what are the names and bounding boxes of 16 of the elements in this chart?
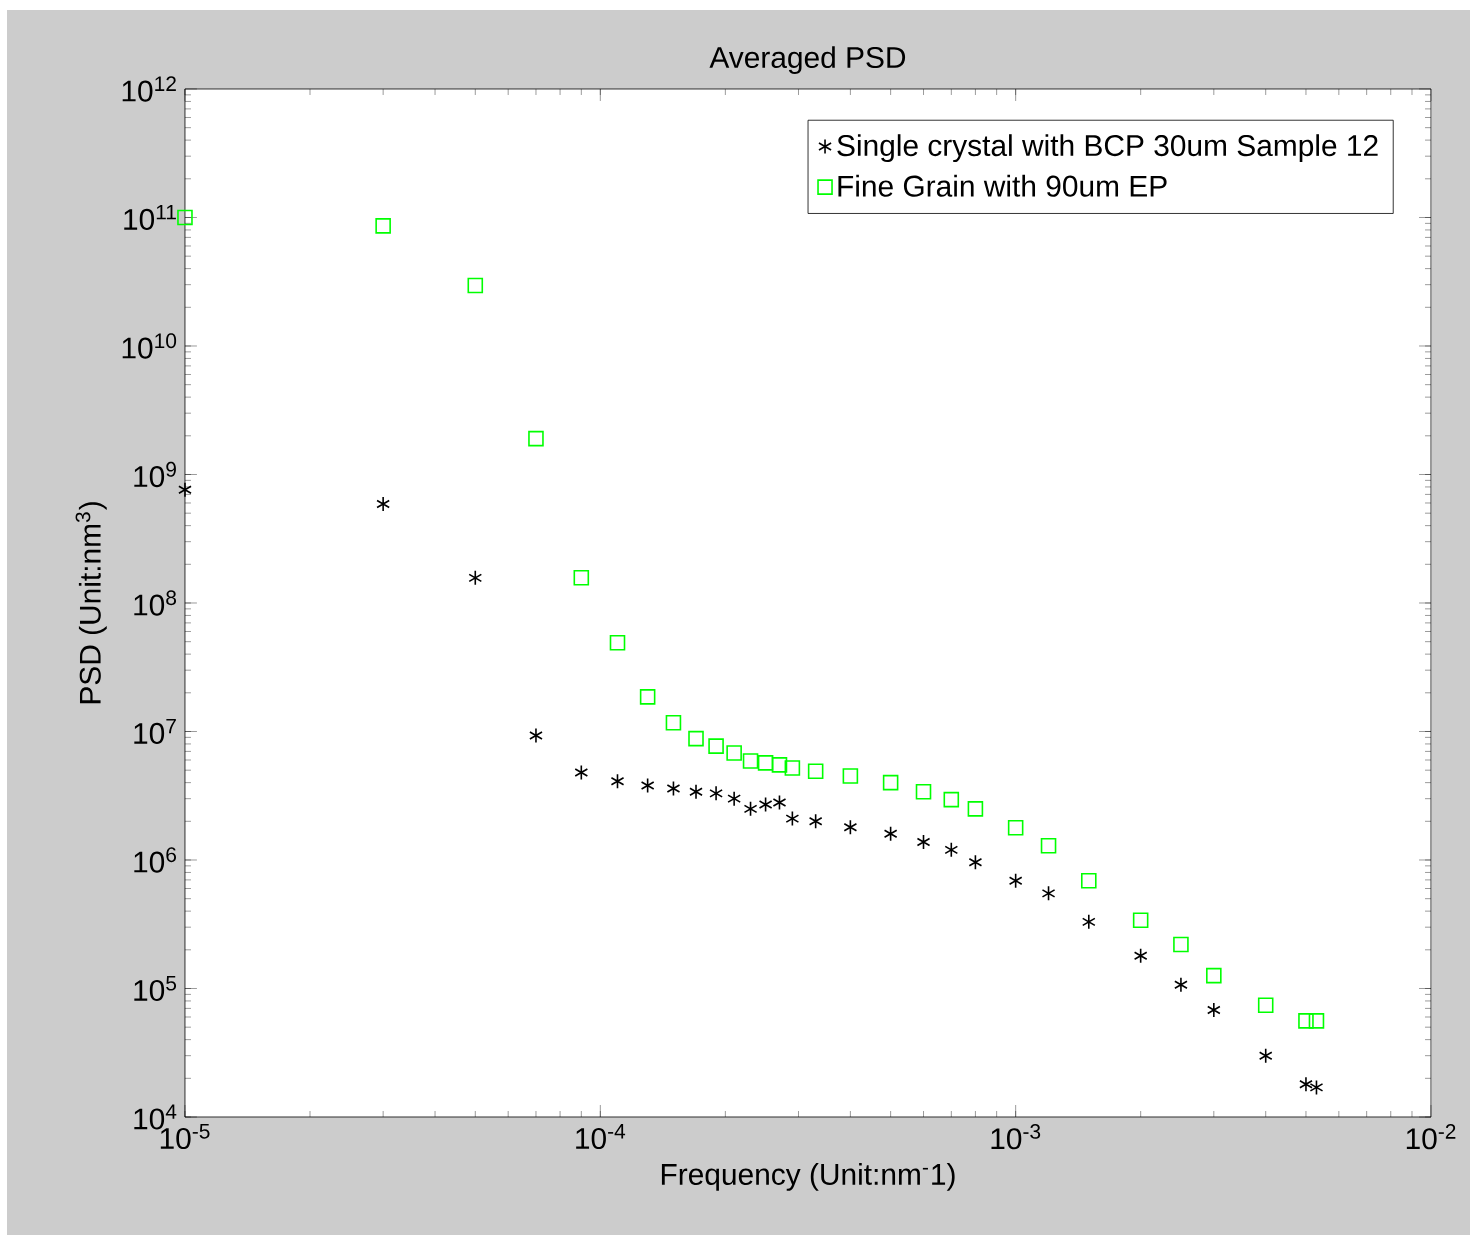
y-tick-label: 10$^{11}$: [124, 204, 176, 231]
legend-label: Fine Grain with 90um EP: [838, 174, 1167, 197]
y-tick-label: 10$^{12}$: [122, 76, 176, 102]
chart-title: Averaged PSD: [709, 46, 906, 74]
x-tick-label: 10$^{-2}$: [1406, 1124, 1456, 1150]
y-tick-label: 10$^{9}$: [134, 461, 176, 488]
y-tick-label: 10$^{10}$: [122, 333, 177, 359]
y-tick-label: 10$^{7}$: [134, 718, 176, 745]
y-tick-label: 10$^{6}$: [134, 847, 177, 873]
x-tick-label: 10$^{-3}$: [991, 1124, 1041, 1150]
y-tick-label: 10$^{8}$: [134, 590, 177, 616]
x-tick-label: 10$^{-4}$: [576, 1124, 626, 1150]
y-tick-label: 10$^{5}$: [134, 975, 177, 1002]
x-axis-title: Frequency (Unit:nm$^{-}$1): [661, 1163, 955, 1191]
legend-label: Single crystal with BCP 30um Sample 12: [837, 134, 1378, 163]
y-axis-title: PSD (Unit:nm$^{3}$): [75, 502, 107, 704]
